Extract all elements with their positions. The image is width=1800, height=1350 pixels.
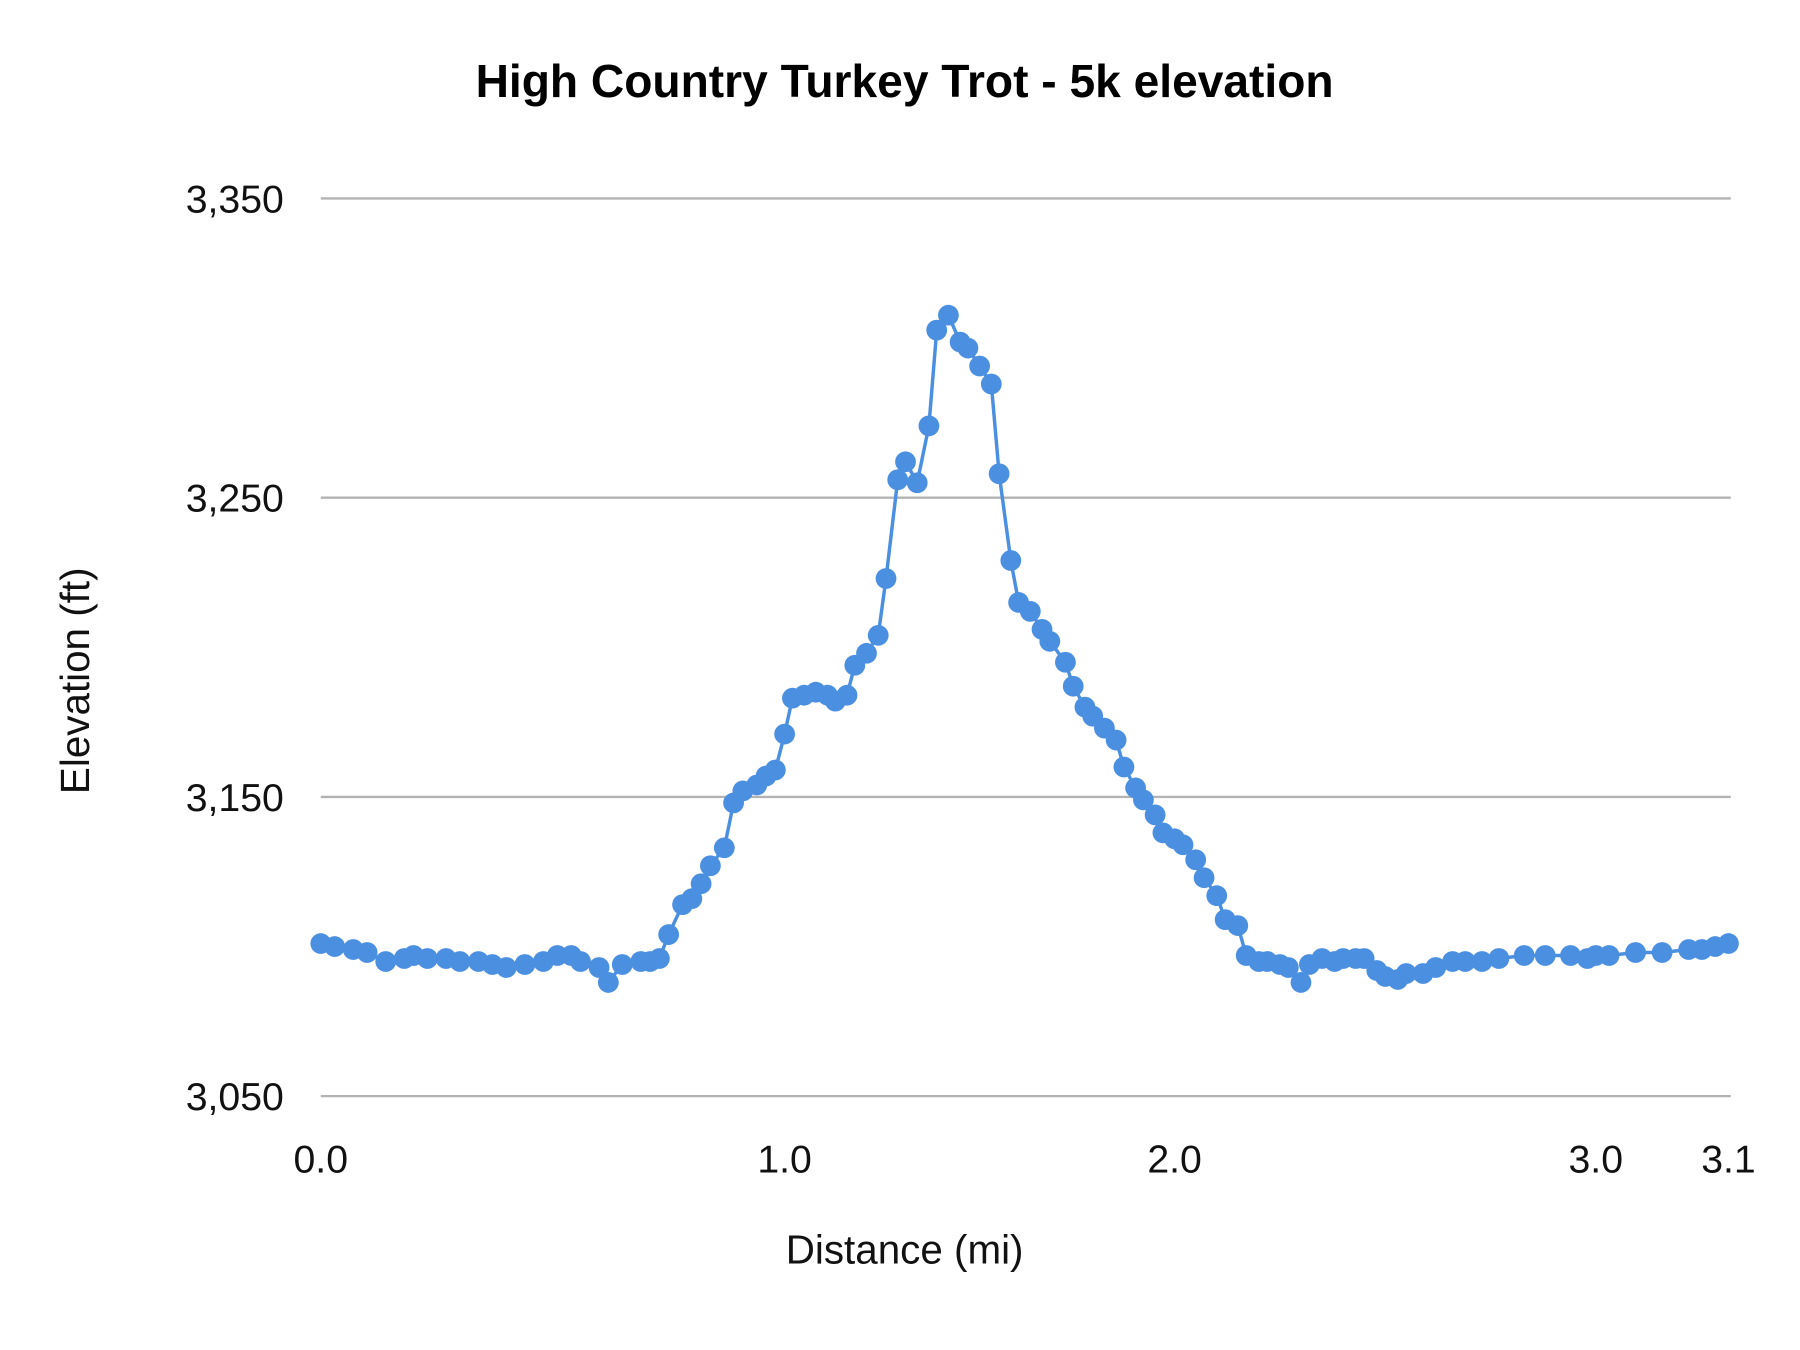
data-point (764, 759, 786, 781)
data-point (1019, 601, 1041, 622)
data-point (1185, 849, 1207, 871)
x-tick-label: 1.0 (757, 1137, 812, 1181)
data-point (611, 954, 633, 975)
data-point (1425, 957, 1447, 978)
y-tick-label: 3,150 (186, 776, 284, 820)
data-point (875, 568, 897, 589)
y-tick-label: 3,350 (186, 177, 284, 221)
data-point (658, 924, 680, 945)
chart-title: High Country Turkey Trot - 5k elevation (476, 55, 1334, 107)
data-point (570, 951, 591, 972)
data-point (887, 469, 909, 491)
data-point (836, 684, 858, 706)
data-point (1055, 651, 1076, 673)
data-point (1105, 729, 1127, 751)
data-point (1062, 675, 1084, 697)
y-tick-label: 3,250 (186, 477, 284, 521)
data-point (1206, 885, 1228, 907)
data-point (1000, 550, 1022, 571)
data-point (495, 957, 517, 978)
data-point (938, 304, 959, 326)
y-tick-label: 3,050 (186, 1075, 284, 1119)
data-point (1560, 945, 1581, 966)
data-point (867, 624, 889, 646)
data-point (1172, 834, 1194, 856)
x-axis-label: Distance (mi) (786, 1226, 1024, 1272)
data-point (1598, 945, 1620, 966)
data-point (713, 837, 735, 859)
data-point (514, 954, 536, 975)
data-point (681, 888, 703, 910)
data-point (690, 873, 712, 895)
data-point (375, 951, 397, 972)
data-point (957, 337, 979, 359)
data-point (1471, 951, 1493, 972)
data-point (1454, 951, 1476, 972)
gridlines (320, 197, 1731, 1098)
x-tick-label: 3.0 (1569, 1137, 1624, 1181)
data-point (324, 936, 346, 957)
data-point (1488, 948, 1510, 969)
data-point (449, 951, 471, 972)
elevation-line (320, 311, 1729, 986)
x-tick-label: 3.1 (1701, 1137, 1756, 1181)
data-point (1625, 942, 1646, 963)
data-point (648, 948, 670, 969)
data-point (969, 355, 990, 377)
data-point (1395, 963, 1417, 984)
data-point (356, 942, 378, 963)
data-point (1227, 915, 1249, 936)
data-point (926, 319, 948, 341)
data-point (1039, 630, 1061, 652)
data-point (980, 373, 1002, 395)
plot-area (310, 304, 1739, 993)
data-point (417, 948, 438, 969)
data-point (1277, 957, 1299, 978)
x-tick-label: 0.0 (294, 1137, 349, 1181)
data-point (1651, 942, 1673, 963)
data-point (597, 972, 619, 993)
data-point (1513, 945, 1535, 966)
data-point (906, 472, 928, 494)
data-point (1133, 789, 1154, 811)
data-point (1193, 867, 1215, 889)
data-point (1718, 933, 1739, 954)
data-point (895, 451, 916, 473)
y-axis-ticks: 3,050 3,150 3,250 3,350 (186, 177, 284, 1119)
data-point (774, 723, 795, 745)
data-point (1534, 945, 1556, 966)
data-point (1113, 756, 1135, 778)
data-point (1290, 972, 1312, 993)
x-tick-label: 2.0 (1147, 1137, 1202, 1181)
data-point (918, 415, 940, 437)
data-point (856, 642, 877, 664)
data-point (1144, 804, 1166, 826)
data-point (588, 957, 610, 978)
data-point (700, 855, 721, 877)
y-axis-label: Elevation (ft) (52, 567, 98, 794)
x-axis-ticks: 0.0 1.0 2.0 3.0 3.1 (294, 1137, 1756, 1181)
data-point (988, 463, 1010, 485)
